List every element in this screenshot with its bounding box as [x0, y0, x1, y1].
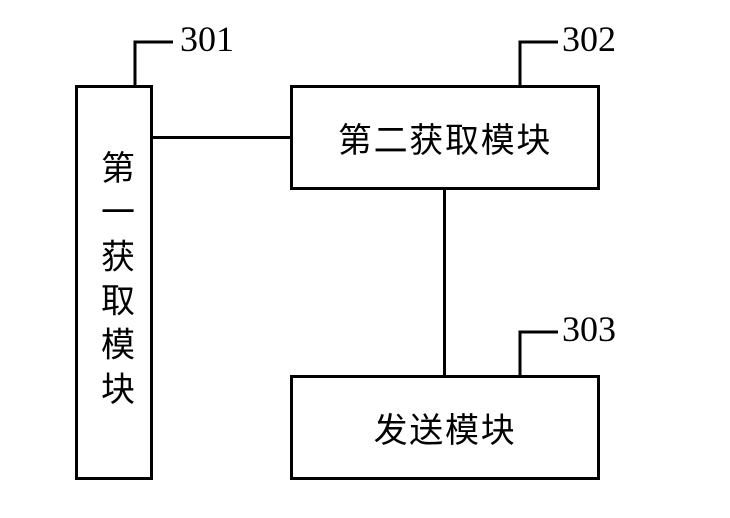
leader-303 [520, 332, 558, 375]
node-303-label: 发送模块 [374, 403, 517, 452]
ref-label-303: 303 [562, 308, 616, 350]
node-303: 发送模块 [290, 375, 600, 480]
ref-label-302: 302 [562, 18, 616, 60]
ref-label-301: 301 [180, 18, 234, 60]
node-302: 第二获取模块 [290, 85, 600, 190]
edge-302-303 [443, 190, 446, 375]
edge-301-302 [153, 136, 290, 139]
leader-301 [135, 42, 173, 85]
leader-302 [520, 42, 558, 85]
node-301: 第一获取模块 [75, 85, 153, 480]
node-302-label: 第二获取模块 [338, 113, 552, 162]
node-301-label: 第一获取模块 [90, 150, 139, 415]
